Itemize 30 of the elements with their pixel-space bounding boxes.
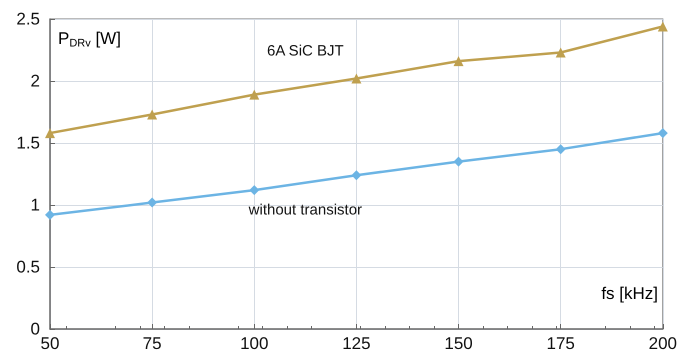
x-tick-label: 100 [240,334,268,353]
point [556,144,566,154]
y-tick-label: 0.5 [16,258,40,276]
point [147,109,158,120]
x-tick-label: 200 [648,334,678,353]
point [658,21,668,32]
x-axis-title: fs [kHz] [601,284,658,303]
point [45,210,55,220]
y-tick-label: 2 [30,72,40,90]
x-tick-label: 75 [142,334,162,353]
x-tick-label: 150 [444,334,473,353]
x-tick-label: 125 [342,334,371,353]
point [556,47,566,58]
y-tick-label: 1 [30,196,40,214]
point [249,90,260,100]
point [454,56,464,66]
series-label: 6A SiC BJT [266,42,344,60]
point [454,156,464,167]
y-tick-label: 1.5 [16,134,40,152]
y-tick-label: 2.5 [16,10,40,28]
point [351,74,362,84]
point [45,128,55,138]
series-label: without transistor [248,202,362,219]
point [658,128,668,138]
y-tick-label: 0 [30,320,40,338]
x-tick-label: 50 [40,334,60,353]
point [147,198,158,208]
x-tick-label: 175 [546,334,575,353]
point [249,185,260,196]
point [351,170,362,180]
